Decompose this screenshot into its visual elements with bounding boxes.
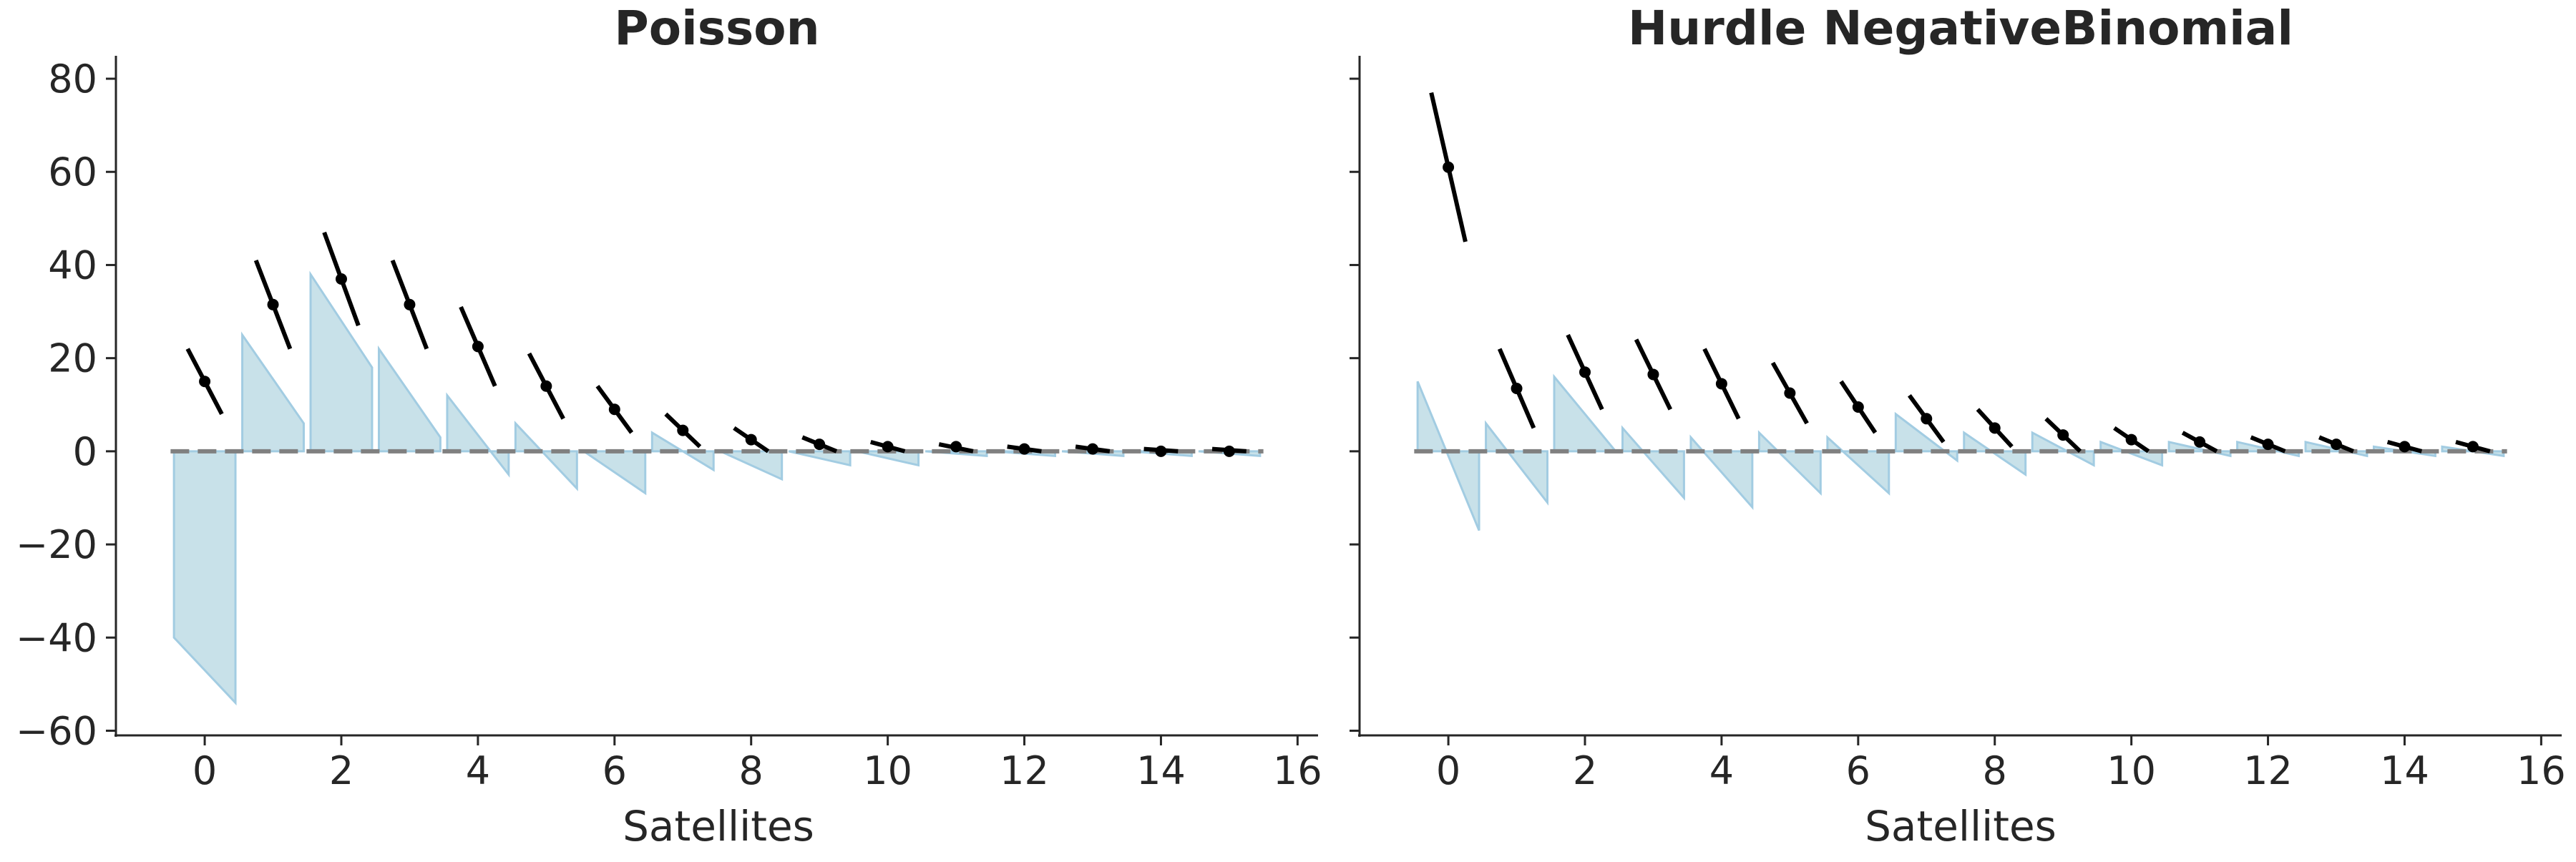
x-tick-label: 2 — [329, 748, 353, 793]
expected-point — [1018, 443, 1030, 455]
expected-point — [199, 376, 211, 388]
residual-bar — [309, 270, 374, 453]
expected-point — [404, 298, 416, 310]
y-tick-label: −60 — [16, 708, 97, 753]
x-tick-label: 8 — [1983, 748, 2007, 793]
x-axis-label: Satellites — [1865, 802, 2057, 851]
expected-point — [1579, 366, 1591, 378]
residual-bar — [1553, 373, 1619, 453]
expected-point — [336, 273, 347, 285]
expected-point — [1715, 378, 1727, 390]
y-tick-label: −40 — [16, 615, 97, 660]
expected-point — [608, 403, 620, 416]
panel-title: Hurdle NegativeBinomial — [1628, 1, 2293, 56]
x-tick-label: 0 — [192, 748, 217, 793]
y-tick-label: 40 — [48, 243, 97, 288]
expected-point — [1852, 401, 1864, 413]
expected-point — [1511, 382, 1523, 394]
expected-point — [2399, 441, 2411, 453]
x-tick-label: 14 — [1136, 748, 1186, 793]
x-tick-label: 8 — [739, 748, 763, 793]
y-tick-label: 0 — [73, 429, 97, 474]
residual-bar — [1963, 430, 2027, 477]
expected-point — [1443, 161, 1455, 173]
x-tick-label: 12 — [1000, 748, 1049, 793]
expected-point — [2125, 434, 2137, 446]
panel-title: Poisson — [614, 1, 819, 56]
residual-bar — [241, 331, 305, 453]
expected-point — [1989, 422, 2001, 434]
x-tick-label: 4 — [1709, 748, 1734, 793]
expected-point — [2262, 439, 2274, 451]
residual-bar — [788, 450, 852, 467]
expected-point — [540, 380, 552, 392]
expected-point — [1921, 413, 1933, 425]
expected-point — [950, 441, 962, 453]
expected-point — [814, 439, 826, 451]
residual-bar — [1485, 420, 1548, 506]
y-tick-label: 80 — [48, 57, 97, 102]
x-tick-label: 16 — [2517, 748, 2566, 793]
x-tick-label: 4 — [466, 748, 490, 793]
x-tick-label: 16 — [1273, 748, 1322, 793]
residual-bar — [1826, 434, 1890, 496]
residual-bar — [2099, 440, 2164, 467]
x-tick-label: 0 — [1436, 748, 1460, 793]
x-tick-label: 12 — [2243, 748, 2293, 793]
residual-bar — [580, 450, 647, 496]
x-tick-label: 6 — [602, 748, 627, 793]
residual-bar — [1416, 381, 1480, 532]
y-tick-label: −20 — [16, 522, 97, 567]
panel-hurdle-negativebinomial: Hurdle NegativeBinomial Satellites 0 2 4 6 8… — [1350, 1, 2566, 851]
expected-point — [882, 441, 894, 453]
x-tick-label: 14 — [2380, 748, 2429, 793]
x-tick-label: 2 — [1573, 748, 1597, 793]
expected-point — [2467, 441, 2479, 453]
x-tick-label: 10 — [2107, 748, 2156, 793]
residual-bar — [514, 421, 578, 491]
panel-poisson: Poisson Satellites 0 2 4 6 8 10 12 14 16 80 60 40 20… — [16, 1, 1322, 851]
residual-bar — [1757, 430, 1822, 496]
x-axis-label: Satellites — [623, 802, 814, 851]
residual-bar — [378, 345, 441, 453]
residual-bar — [172, 450, 237, 706]
expected-point — [1784, 387, 1796, 399]
residual-bar — [2236, 440, 2300, 458]
residual-bar — [720, 450, 784, 481]
expected-point — [1223, 445, 1235, 457]
expected-point — [1647, 368, 1659, 381]
expected-point — [1087, 443, 1098, 455]
expected-point — [1155, 445, 1167, 457]
expected-point — [2057, 429, 2069, 441]
expected-point — [2331, 439, 2342, 451]
residual-bar — [446, 392, 510, 478]
residual-bar — [1621, 425, 1685, 501]
x-tick-label: 10 — [863, 748, 912, 793]
expected-point — [472, 341, 484, 353]
x-tick-label: 6 — [1846, 748, 1870, 793]
y-tick-label: 20 — [48, 336, 97, 381]
residual-bar — [1689, 434, 1754, 510]
y-tick-label: 60 — [48, 150, 97, 195]
expected-point — [745, 434, 757, 446]
expected-point — [677, 424, 689, 436]
expected-point — [267, 298, 279, 310]
expected-point — [2194, 436, 2206, 448]
